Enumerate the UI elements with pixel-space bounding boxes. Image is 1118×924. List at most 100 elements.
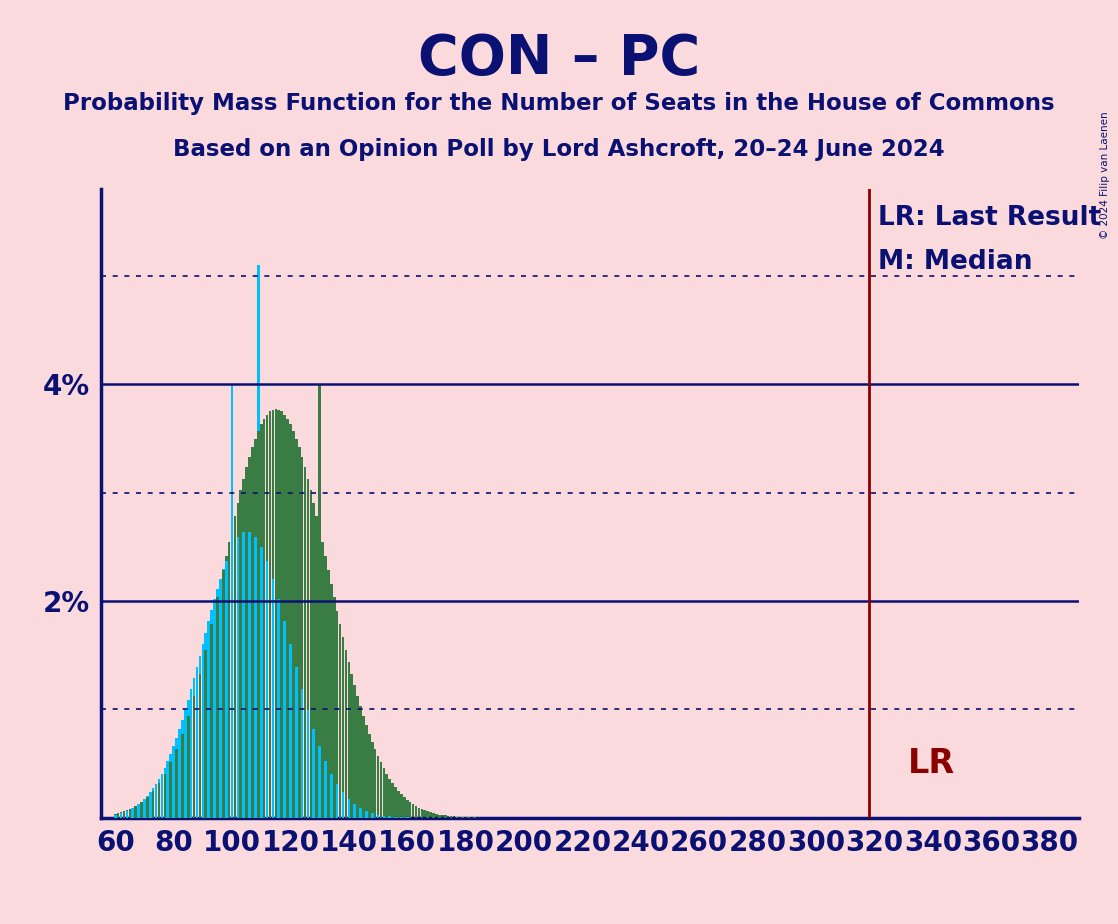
Bar	[330, 773, 333, 818]
Bar	[123, 811, 125, 818]
Bar	[315, 738, 318, 818]
Bar	[158, 779, 160, 818]
Bar	[371, 813, 373, 818]
Bar	[184, 725, 187, 818]
Bar	[328, 570, 330, 818]
Bar	[333, 597, 335, 818]
Bar	[328, 768, 330, 818]
Bar	[368, 734, 370, 818]
Bar	[161, 773, 163, 818]
Bar	[301, 689, 303, 818]
Bar	[114, 815, 116, 818]
Bar	[295, 439, 297, 818]
Bar	[187, 716, 190, 818]
Bar	[353, 685, 356, 818]
Bar	[234, 516, 236, 818]
Bar	[210, 610, 212, 818]
Bar	[257, 431, 259, 818]
Bar	[163, 773, 167, 818]
Bar	[281, 610, 283, 818]
Bar	[116, 813, 120, 818]
Bar	[306, 711, 310, 818]
Bar	[219, 578, 221, 818]
Bar	[201, 662, 205, 818]
Bar	[170, 762, 172, 818]
Bar	[123, 812, 125, 818]
Bar	[259, 547, 263, 818]
Bar	[373, 749, 377, 818]
Bar	[263, 419, 265, 818]
Bar	[125, 811, 129, 818]
Bar	[324, 556, 326, 818]
Bar	[245, 531, 248, 818]
Bar	[286, 419, 288, 818]
Bar	[406, 800, 408, 818]
Bar	[196, 667, 198, 818]
Bar	[304, 468, 306, 818]
Bar	[219, 584, 221, 818]
Bar	[225, 556, 227, 818]
Bar	[129, 809, 131, 818]
Bar	[283, 621, 286, 818]
Bar	[252, 447, 254, 818]
Bar	[335, 784, 339, 818]
Bar	[420, 809, 423, 818]
Bar	[207, 637, 210, 818]
Bar	[140, 802, 143, 818]
Bar	[415, 806, 417, 818]
Bar	[248, 532, 250, 818]
Bar	[435, 814, 438, 818]
Bar	[321, 754, 324, 818]
Bar	[125, 810, 129, 818]
Bar	[353, 804, 356, 818]
Bar	[263, 553, 265, 818]
Bar	[424, 810, 426, 818]
Bar	[359, 808, 362, 818]
Bar	[397, 791, 400, 818]
Bar	[429, 812, 432, 818]
Bar	[254, 439, 257, 818]
Bar	[216, 589, 219, 818]
Bar	[286, 633, 288, 818]
Bar	[409, 802, 411, 818]
Bar	[306, 479, 310, 818]
Bar	[371, 742, 373, 818]
Bar	[190, 689, 192, 818]
Bar	[245, 468, 248, 818]
Bar	[277, 409, 281, 818]
Bar	[257, 265, 259, 818]
Text: Probability Mass Function for the Number of Seats in the House of Commons: Probability Mass Function for the Number…	[64, 92, 1054, 116]
Bar	[201, 644, 205, 818]
Bar	[190, 706, 192, 818]
Bar	[359, 706, 362, 818]
Bar	[266, 561, 268, 818]
Bar	[362, 716, 364, 818]
Bar	[301, 457, 303, 818]
Bar	[319, 747, 321, 818]
Bar	[290, 644, 292, 818]
Bar	[310, 720, 312, 818]
Text: M: Median: M: Median	[879, 249, 1033, 275]
Bar	[152, 788, 154, 818]
Bar	[426, 811, 429, 818]
Bar	[248, 457, 250, 818]
Bar	[433, 813, 435, 818]
Bar	[196, 685, 198, 818]
Bar	[297, 678, 301, 818]
Bar	[377, 756, 379, 818]
Bar	[163, 768, 167, 818]
Bar	[411, 804, 415, 818]
Bar	[357, 696, 359, 818]
Bar	[312, 729, 315, 818]
Text: CON – PC: CON – PC	[418, 32, 700, 86]
Bar	[132, 808, 134, 818]
Bar	[418, 808, 420, 818]
Bar	[230, 529, 234, 818]
Bar	[237, 537, 239, 818]
Bar	[447, 816, 449, 818]
Bar	[167, 761, 169, 818]
Bar	[324, 761, 326, 818]
Bar	[402, 797, 406, 818]
Text: © 2024 Filip van Laenen: © 2024 Filip van Laenen	[1100, 111, 1110, 238]
Bar	[199, 674, 201, 818]
